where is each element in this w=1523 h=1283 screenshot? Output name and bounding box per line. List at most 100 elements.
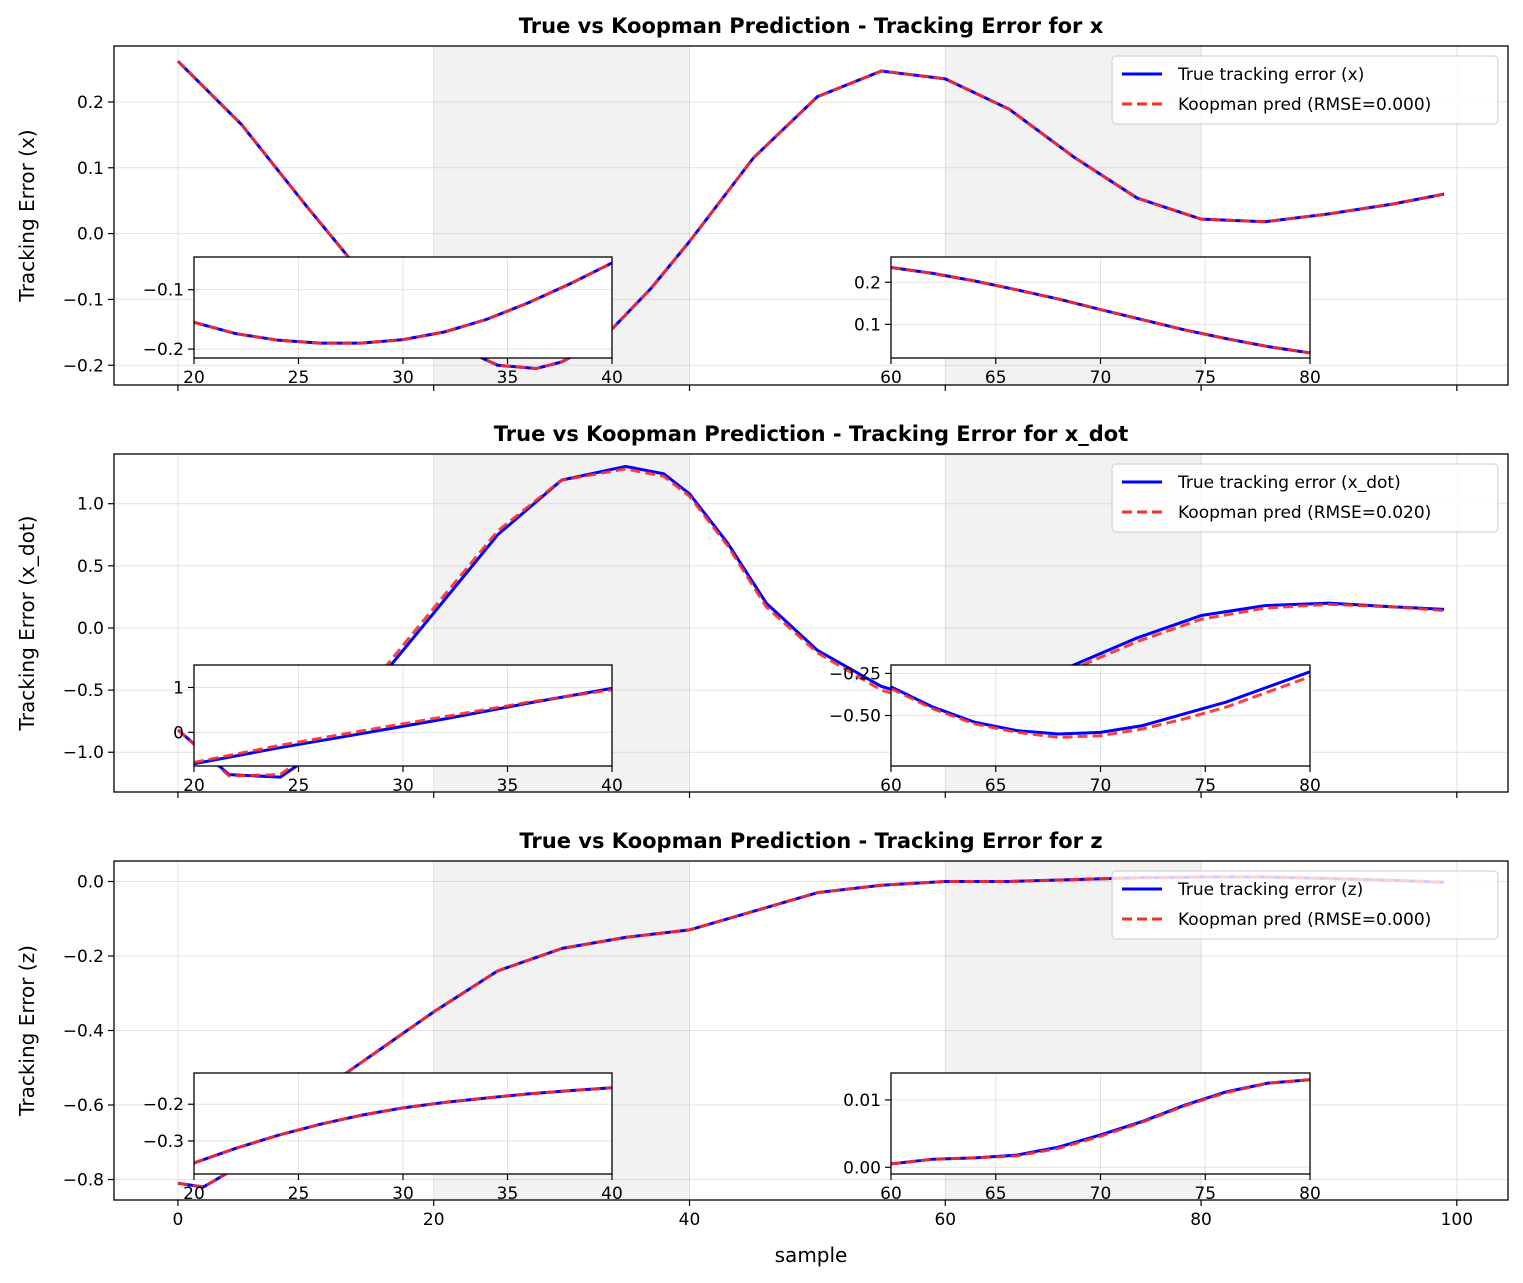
inset-x-tick-label: 60: [880, 776, 902, 796]
legend-pred-label: Koopman pred (RMSE=0.000): [1178, 95, 1431, 115]
y-axis-label: Tracking Error (z): [15, 945, 39, 1117]
inset-1: −0.2 −0.1 20 25 30 35 40: [143, 256, 623, 388]
x-tick-label: 40: [679, 1210, 701, 1230]
legend-true-label: True tracking error (z): [1177, 880, 1363, 900]
legend-true-label: True tracking error (x): [1177, 65, 1364, 85]
inset-x-tick-label: 80: [1299, 1184, 1321, 1204]
inset-y-tick-label: −0.3: [143, 1132, 184, 1152]
inset-x-tick-label: 20: [183, 1184, 205, 1204]
inset-true-line: [891, 670, 1310, 736]
legend-frame: [1111, 870, 1499, 940]
inset-pred-line: [194, 261, 612, 345]
y-tick-label: 1.0: [77, 495, 104, 515]
inset-y-tick-label: 1: [173, 678, 184, 698]
inset-series-group: [891, 1078, 1310, 1166]
inset-y-tick-label: 0: [173, 723, 184, 743]
inset-1: 0 1 20 25 30 35 40: [173, 664, 623, 796]
y-tick-label: −0.4: [63, 1022, 104, 1042]
y-tick-label: 0.0: [77, 225, 104, 245]
inset-pred-line: [194, 1086, 612, 1165]
inset-x-tick-label: 70: [1090, 776, 1112, 796]
y-tick-label: −0.2: [63, 947, 104, 967]
inset-series-group: [891, 670, 1310, 739]
inset-x-tick-label: 30: [392, 1184, 414, 1204]
y-tick-label: −0.8: [63, 1171, 104, 1191]
x-tick-label: 20: [423, 1210, 445, 1230]
x-tick-label: 100: [1441, 1210, 1473, 1230]
inset-x-tick-label: 70: [1090, 1184, 1112, 1204]
inset-x-tick-label: 35: [497, 776, 519, 796]
inset-x-tick-label: 80: [1299, 368, 1321, 388]
inset-pred-line: [891, 266, 1310, 355]
inset-x-tick-label: 75: [1194, 368, 1216, 388]
inset-y-tick-label: −0.25: [829, 664, 881, 684]
inset-x-tick-label: 65: [985, 776, 1007, 796]
inset-x-tick-label: 25: [288, 1184, 310, 1204]
inset-series-group: [891, 266, 1310, 355]
inset-x-tick-label: 60: [880, 368, 902, 388]
legend-frame: [1111, 55, 1499, 125]
y-tick-label: 0.0: [77, 619, 104, 639]
inset-x-tick-label: 40: [601, 1184, 623, 1204]
inset-x-tick-label: 80: [1299, 776, 1321, 796]
legend-pred-label: Koopman pred (RMSE=0.020): [1178, 503, 1431, 523]
inset-y-tick-label: 0.00: [843, 1158, 881, 1178]
inset-background: [194, 1073, 612, 1174]
inset-y-tick-label: −0.1: [143, 281, 184, 301]
y-axis-label: Tracking Error (x): [15, 129, 39, 302]
inset-2: 0.1 0.2 60 65 70 75 80: [854, 256, 1321, 388]
y-tick-label: −0.6: [63, 1096, 104, 1116]
inset-x-tick-label: 75: [1194, 1184, 1216, 1204]
inset-y-tick-label: −0.2: [143, 340, 184, 360]
legend-true-label: True tracking error (x_dot): [1177, 473, 1401, 493]
inset-y-tick-label: −0.2: [143, 1095, 184, 1115]
inset-y-tick-label: −0.50: [829, 707, 881, 727]
legend: True tracking error (z) Koopman pred (RMS…: [1111, 870, 1499, 940]
inset-x-tick-label: 25: [288, 776, 310, 796]
y-tick-label: −1.0: [63, 743, 104, 763]
y-tick-label: −0.1: [63, 290, 104, 310]
legend-pred-label: Koopman pred (RMSE=0.000): [1178, 910, 1431, 930]
inset-2: −0.50 −0.25 60 65 70 75 80: [829, 664, 1321, 796]
y-tick-label: −0.5: [63, 681, 104, 701]
subplot-1: −0.2 −0.1 0.0 0.1 0.2 True vs Koopman Predict…: [15, 14, 1509, 391]
inset-x-tick-label: 30: [392, 368, 414, 388]
legend: True tracking error (x) Koopman pred (RMS…: [1111, 55, 1499, 125]
inset-x-tick-label: 30: [392, 776, 414, 796]
legend: True tracking error (x_dot) Koopman pred …: [1111, 463, 1499, 533]
inset-x-tick-label: 70: [1090, 368, 1112, 388]
axes-frame: [113, 453, 1509, 793]
inset-x-tick-label: 40: [601, 776, 623, 796]
inset-y-tick-label: 0.1: [854, 315, 881, 335]
y-tick-label: 0.1: [77, 159, 104, 179]
inset-x-tick-label: 35: [497, 368, 519, 388]
y-tick-label: −0.2: [63, 356, 104, 376]
legend-frame: [1111, 463, 1499, 533]
inset-background: [194, 257, 612, 358]
inset-1: −0.3 −0.2 20 25 30 35 40: [143, 1072, 623, 1204]
inset-2: 0.00 0.01 60 65 70 75 80: [843, 1072, 1321, 1204]
inset-y-tick-label: 0.01: [843, 1091, 881, 1111]
chart-title: True vs Koopman Prediction - Tracking Er…: [519, 14, 1104, 38]
inset-series-group: [194, 1086, 612, 1165]
inset-pred-line: [891, 675, 1310, 739]
axes-frame: [113, 45, 1509, 386]
inset-background: [891, 665, 1310, 766]
inset-pred-line: [891, 1078, 1310, 1166]
y-tick-label: 0.5: [77, 557, 104, 577]
x-tick-label: 80: [1190, 1210, 1212, 1230]
y-tick-label: 0.2: [77, 93, 104, 113]
y-tick-label: 0.0: [77, 872, 104, 892]
x-tick-label: 60: [934, 1210, 956, 1230]
y-axis-label: Tracking Error (x_dot): [15, 516, 39, 732]
inset-x-tick-label: 35: [497, 1184, 519, 1204]
x-tick-label: 0: [173, 1210, 184, 1230]
inset-series-group: [194, 686, 612, 766]
inset-pred-line: [194, 688, 612, 764]
x-axis-label: sample: [775, 1243, 848, 1267]
inset-x-tick-label: 65: [985, 368, 1007, 388]
subplot-2: −1.0 −0.5 0.0 0.5 1.0 True vs Koopman Predict…: [15, 422, 1509, 798]
inset-x-tick-label: 60: [880, 1184, 902, 1204]
inset-x-tick-label: 25: [288, 368, 310, 388]
